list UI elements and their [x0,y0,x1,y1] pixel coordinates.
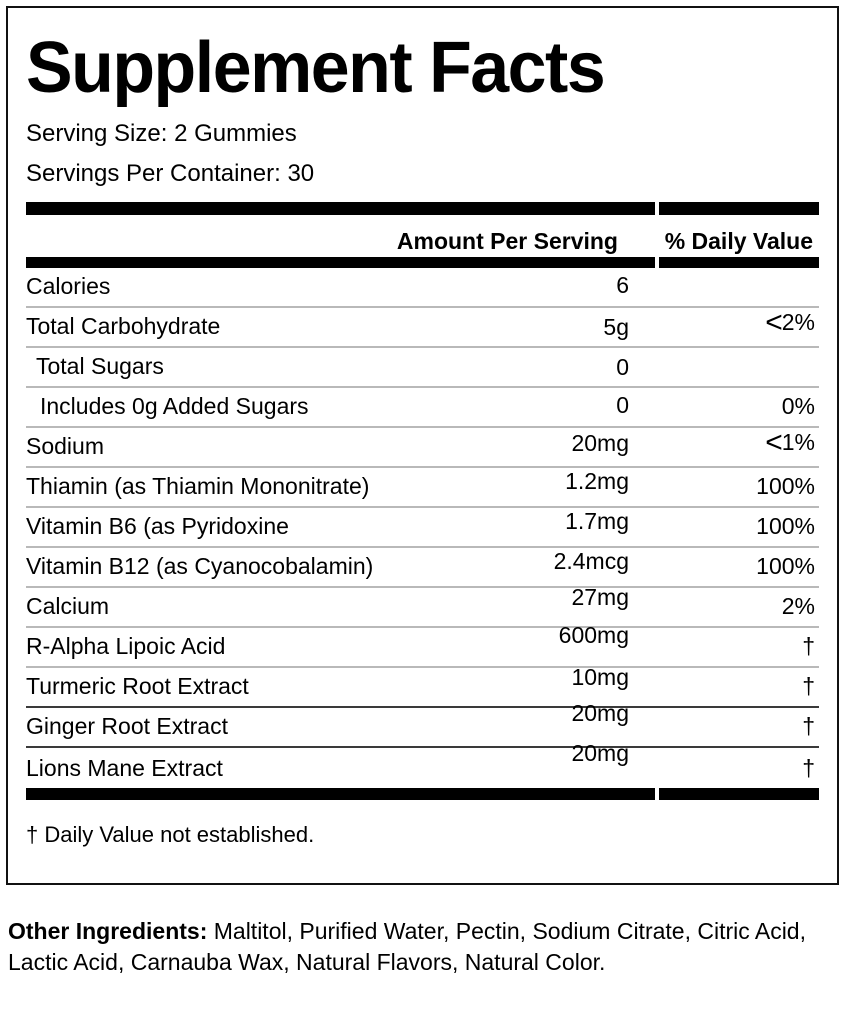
nutrient-daily-value: † [802,673,815,699]
table-row: Vitamin B6 (as Pyridoxine 1.7mg 100% [26,508,819,548]
rule-bar-top [26,202,819,215]
rule-bar-under-header-left [26,257,655,268]
servings-per-container-line: Servings Per Container: 30 [26,160,315,187]
nutrient-name: Sodium [26,433,104,459]
nutrient-name: Total Carbohydrate [26,313,221,339]
rule-bar-under-header [26,257,819,268]
page-title: Supplement Facts [26,28,606,108]
supplement-facts-panel: Supplement Facts Serving Size: 2 Gummies… [6,6,839,885]
nutrient-daily-value: † [802,713,815,739]
rule-bar-bottom [26,788,819,800]
nutrient-daily-value: 100% [756,513,815,539]
nutrient-amount: 6 [616,272,629,298]
nutrient-amount: 10mg [571,664,629,690]
nutrient-name: Vitamin B6 (as Pyridoxine [26,513,289,539]
other-ingredients: Other Ingredients: Maltitol, Purified Wa… [8,916,828,977]
nutrient-name: Turmeric Root Extract [26,673,249,699]
rule-bar-top-left [26,202,655,215]
nutrient-amount: 27mg [571,584,629,610]
table-row: Lions Mane Extract 20mg † [26,740,819,788]
nutrient-name: Calcium [26,593,110,619]
nutrient-amount: 1.7mg [565,508,629,534]
nutrient-daily-value-text: 1% [781,429,815,455]
table-row: Includes 0g Added Sugars 0 0% [26,388,819,428]
column-header-amount: Amount Per Serving [396,228,618,254]
less-than-icon: < [765,306,783,339]
rule-bar-top-gap [655,202,659,215]
nutrient-amount: 0 [616,392,629,418]
less-than-icon: < [765,426,783,459]
nutrient-amount: 2.4mcg [553,548,629,574]
rule-bar-under-header-gap [655,257,659,268]
table-row: Thiamin (as Thiamin Mononitrate) 1.2mg 100… [26,468,819,508]
table-row: Calories 6 [26,268,819,308]
nutrient-name: Ginger Root Extract [26,713,228,739]
rule-bar-under-header-right [659,257,819,268]
table-row: Total Sugars 0 [26,348,819,388]
nutrient-daily-value: 100% [756,553,815,579]
nutrient-amount: 1.2mg [565,468,629,494]
table-row: Sodium 20mg <1% [26,426,819,468]
column-header-row: Amount Per Serving % Daily Value [26,215,819,257]
nutrient-name: Thiamin (as Thiamin Mononitrate) [26,473,370,499]
rule-bar-bottom-gap [655,788,659,800]
nutrient-daily-value: † [802,755,815,781]
nutrient-amount: 20mg [571,700,629,726]
other-ingredients-text: Maltitol, Purified Water, Pectin, Sodium… [8,918,806,975]
nutrient-amount: 20mg [571,740,629,766]
rule-bar-bottom-right [659,788,819,800]
table-row: Calcium 27mg 2% [26,584,819,628]
table-row: R-Alpha Lipoic Acid 600mg † [26,622,819,668]
column-header-daily-value: % Daily Value [664,228,813,254]
nutrient-daily-value: <2% [645,306,815,340]
daily-value-footnote: † Daily Value not established. [26,822,315,847]
nutrient-daily-value: 2% [781,593,815,619]
cut-off-text-line [0,1017,847,1024]
nutrient-amount: 5g [603,314,629,340]
nutrient-amount: 600mg [558,622,629,648]
table-row: Turmeric Root Extract 10mg † [26,664,819,708]
nutrient-daily-value: 100% [756,473,815,499]
nutrient-name: Vitamin B12 (as Cyanocobalamin) [26,553,374,579]
nutrient-name: Lions Mane Extract [26,755,223,781]
nutrient-daily-value: <1% [645,426,815,460]
nutrient-amount: 20mg [571,430,629,456]
serving-size-line: Serving Size: 2 Gummies [26,120,297,147]
nutrient-daily-value: † [802,633,815,659]
nutrient-name: Total Sugars [36,353,164,379]
nutrient-name: Calories [26,273,111,299]
nutrient-daily-value: 0% [781,393,815,419]
other-ingredients-label: Other Ingredients: [8,918,208,944]
nutrient-daily-value-text: 2% [781,309,815,335]
nutrient-name: Includes 0g Added Sugars [40,393,309,419]
rule-bar-top-right [659,202,819,215]
table-row: Total Carbohydrate 5g <2% [26,306,819,348]
table-row: Vitamin B12 (as Cyanocobalamin) 2.4mcg 100… [26,548,819,588]
nutrient-name: R-Alpha Lipoic Acid [26,633,226,659]
nutrient-row-list: Calories 6 Total Carbohydrate 5g <2% Total Su… [26,268,819,788]
nutrient-amount: 0 [616,354,629,380]
table-row: Ginger Root Extract 20mg † [26,700,819,748]
rule-bar-bottom-left [26,788,655,800]
